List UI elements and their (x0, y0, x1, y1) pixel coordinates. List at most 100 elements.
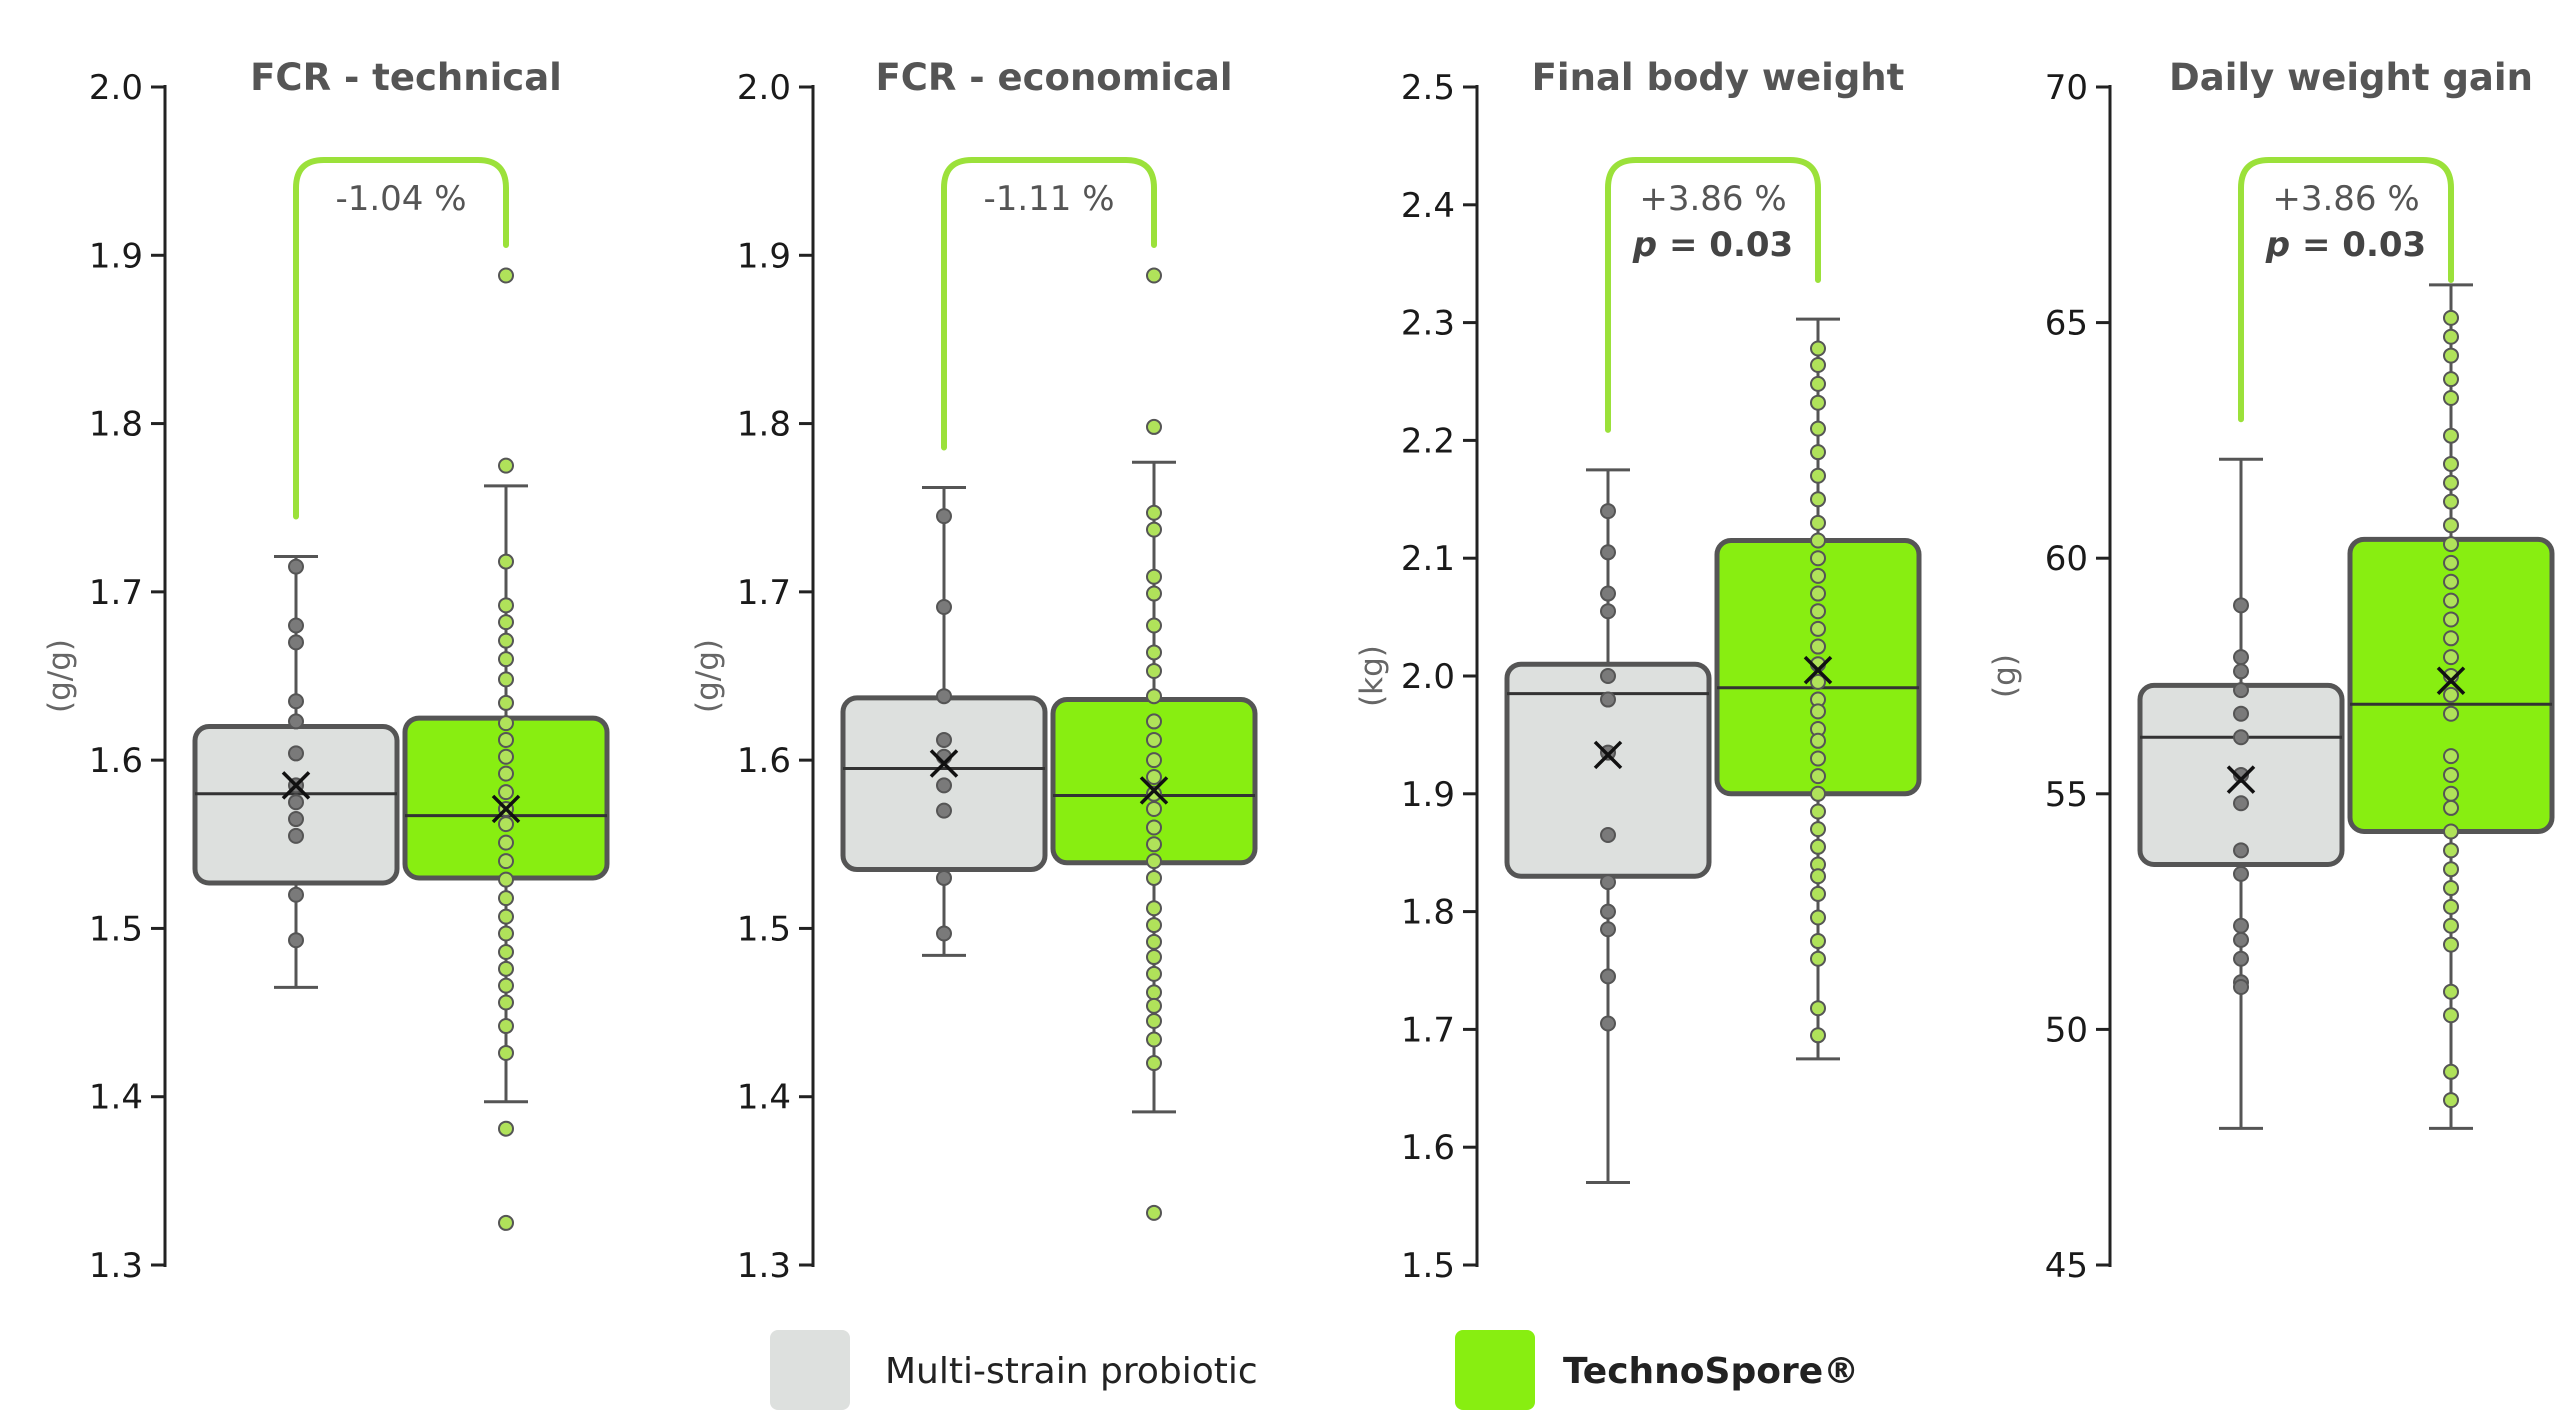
data-point (936, 777, 952, 794)
data-point (1600, 603, 1616, 620)
box-series (2347, 283, 2555, 1130)
data-point (498, 960, 514, 977)
data-point (2443, 536, 2459, 553)
data-point (936, 925, 952, 942)
y-tick-label: 1.8 (737, 405, 791, 445)
data-point (2443, 1007, 2459, 1024)
y-tick-label: 1.7 (737, 573, 791, 613)
data-point (1146, 644, 1162, 661)
legend-item: TechnoSpore® (1455, 1330, 1859, 1410)
mean-marker (491, 794, 521, 824)
data-point (1810, 394, 1826, 411)
y-tick-label: 1.8 (1401, 893, 1455, 933)
box-series (1714, 317, 1922, 1061)
data-point (2443, 455, 2459, 472)
y-tick-label: 2.1 (1401, 539, 1455, 579)
data-point (1810, 620, 1826, 637)
data-point (288, 617, 304, 634)
difference-label: +3.86 % (2272, 179, 2419, 219)
data-point (2443, 427, 2459, 444)
difference-label: -1.04 % (335, 179, 466, 219)
data-point (1810, 933, 1826, 950)
y-axis-label: (g) (1987, 654, 2023, 698)
data-point (1146, 984, 1162, 1001)
y-tick-label: 55 (2045, 775, 2088, 815)
significance-bracket (293, 157, 509, 520)
data-point (1810, 768, 1826, 785)
data-point (1810, 567, 1826, 584)
chart-title: Daily weight gain (2169, 56, 2533, 99)
legend-swatch (1455, 1330, 1535, 1410)
y-tick-label: 50 (2045, 1010, 2088, 1050)
data-point (2443, 1092, 2459, 1109)
data-point (1810, 375, 1826, 392)
chart-panel: 1.3 1.4 1.5 1.6 1.7 1.8 1.9 2.0 (g/g) FCR - econo… (690, 56, 1258, 1286)
significance-bracket (2238, 157, 2454, 423)
data-point (936, 508, 952, 525)
data-point (498, 1214, 514, 1231)
data-point (1146, 731, 1162, 748)
y-tick-label: 1.6 (737, 741, 791, 781)
data-point (2443, 630, 2459, 647)
y-tick-label: 2.2 (1401, 421, 1455, 461)
data-point (1810, 444, 1826, 461)
data-point (288, 794, 304, 811)
y-tick-label: 1.6 (89, 741, 143, 781)
data-point (498, 977, 514, 994)
data-point (498, 457, 514, 474)
p-value-label: p = 0.03 (1632, 225, 1793, 265)
mean-marker (2436, 666, 2466, 695)
mean-marker (281, 771, 311, 800)
data-point (1146, 504, 1162, 521)
data-point (2443, 371, 2459, 388)
y-tick-label: 1.3 (89, 1246, 143, 1286)
data-point (1810, 868, 1826, 885)
data-point (2233, 663, 2249, 680)
y-tick-label: 1.9 (1401, 775, 1455, 815)
data-point (2443, 649, 2459, 666)
data-point (2233, 865, 2249, 882)
box-series (1504, 468, 1712, 1185)
data-point (2443, 936, 2459, 953)
difference-label: -1.11 % (983, 179, 1114, 219)
data-point (2233, 729, 2249, 746)
significance-bracket (1605, 157, 1821, 433)
data-point (498, 715, 514, 732)
data-point (2443, 705, 2459, 722)
chart-panels: 1.3 1.4 1.5 1.6 1.7 1.8 1.9 2.0 (g/g) FCR - techn… (42, 56, 2555, 1286)
data-point (498, 1120, 514, 1137)
data-point (2233, 917, 2249, 934)
data-point (1810, 1027, 1826, 1044)
data-point (498, 890, 514, 907)
legend-label: Multi-strain probiotic (885, 1351, 1258, 1392)
data-point (2443, 880, 2459, 897)
y-tick-label: 1.4 (737, 1078, 791, 1118)
data-point (2443, 983, 2459, 1000)
y-tick-label: 2.0 (89, 68, 143, 108)
mean-marker (1139, 776, 1169, 805)
data-point (2443, 842, 2459, 859)
data-point (498, 853, 514, 870)
data-point (1146, 713, 1162, 730)
data-point (498, 925, 514, 942)
data-point (2233, 649, 2249, 666)
y-axis-label: (g/g) (42, 639, 78, 713)
mean-marker (1803, 655, 1833, 685)
data-point (1810, 703, 1826, 720)
data-point (498, 614, 514, 631)
data-point (288, 693, 304, 710)
data-point (936, 869, 952, 886)
data-point (1146, 949, 1162, 966)
data-point (498, 731, 514, 748)
y-tick-label: 1.6 (1401, 1128, 1455, 1168)
data-point (2443, 573, 2459, 590)
data-point (288, 932, 304, 949)
y-tick-label: 70 (2045, 68, 2088, 108)
data-point (936, 802, 952, 819)
data-point (1146, 752, 1162, 769)
data-point (1810, 732, 1826, 749)
y-tick-label: 2.5 (1401, 68, 1455, 108)
data-point (498, 597, 514, 614)
chart-title: FCR - technical (250, 56, 562, 99)
y-tick-label: 1.5 (1401, 1246, 1455, 1286)
